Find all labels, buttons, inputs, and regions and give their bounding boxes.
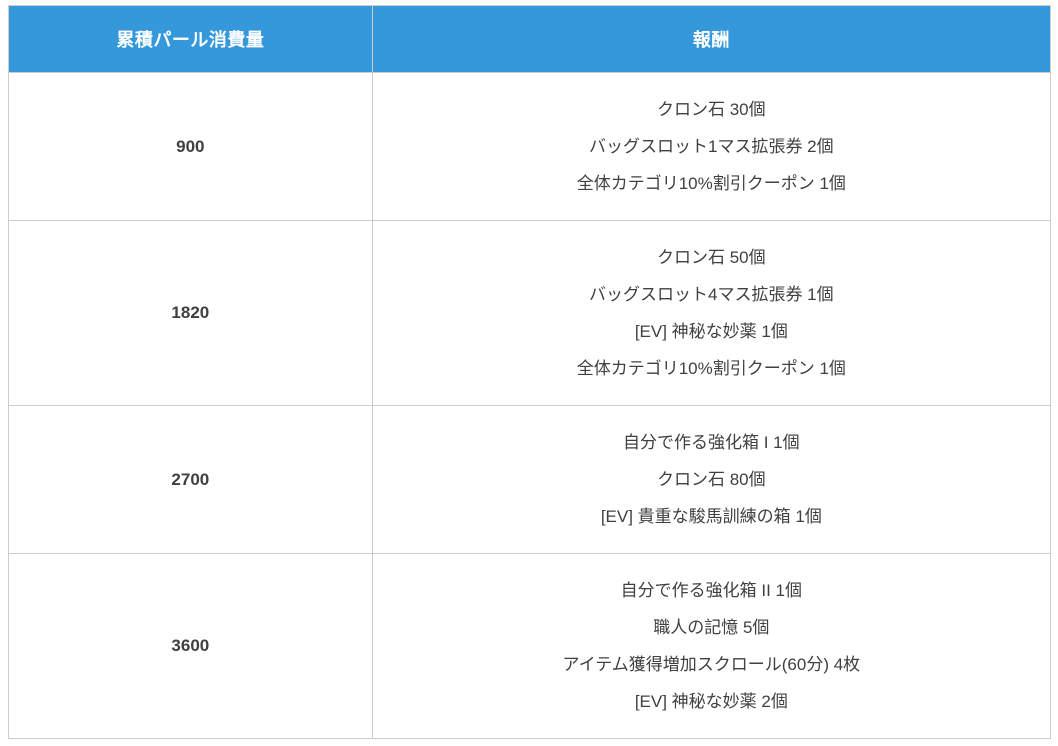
- reward-item: 職人の記憶 5個: [653, 618, 770, 637]
- reward-item: 自分で作る強化箱 II 1個: [620, 581, 802, 600]
- header-cell-pearl-consumption: 累積パール消費量: [8, 5, 373, 73]
- reward-item: アイテム獲得増加スクロール(60分) 4枚: [562, 655, 861, 674]
- reward-item: [EV] 神秘な妙薬 1個: [634, 322, 788, 341]
- table-row: 1820 クロン石 50個バッグスロット4マス拡張券 1個 [EV] 神秘な妙薬 1…: [8, 220, 1052, 406]
- reward-item: 全体カテゴリ10%割引クーポン 1個: [576, 174, 846, 193]
- reward-list: クロン石 50個バッグスロット4マス拡張券 1個 [EV] 神秘な妙薬 1個全体カ…: [371, 220, 1052, 406]
- table-row: 3600 自分で作る強化箱 II 1個 職人の記憶 5個 アイテム獲得増加スクロール(…: [8, 553, 1052, 739]
- reward-item: 全体カテゴリ10%割引クーポン 1個: [576, 359, 846, 378]
- pearl-rewards-table: 累積パール消費量 報酬 900 クロン石 30個 バッグスロット1マス拡張券 2個全…: [8, 5, 1052, 739]
- reward-item: クロン石 80個: [657, 470, 766, 489]
- reward-item: クロン石 30個: [657, 100, 766, 119]
- pearl-amount: 2700: [8, 405, 373, 554]
- reward-item: [EV] 神秘な妙薬 2個: [634, 692, 788, 711]
- reward-list: クロン石 30個バッグスロット1マス拡張券 2個 全体カテゴリ10%割引クーポン …: [371, 72, 1052, 221]
- header-row: 累積パール消費量 報酬: [8, 5, 1052, 73]
- table-row: 2700 自分で作る強化箱 I 1個 クロン石 80個 [EV] 貴重な駿馬訓練の箱 …: [8, 405, 1052, 554]
- reward-item: 自分で作る強化箱 I 1個: [623, 433, 800, 452]
- pearl-amount: 1820: [8, 220, 373, 406]
- reward-list: 自分で作る強化箱 II 1個 職人の記憶 5個アイテム獲得増加スクロール(60分)…: [371, 553, 1052, 739]
- reward-item: クロン石 50個: [657, 248, 766, 267]
- reward-item: バッグスロット4マス拡張券 1個: [589, 285, 834, 304]
- table-body: 900 クロン石 30個 バッグスロット1マス拡張券 2個 全体カテゴリ10%割引クー…: [8, 72, 1052, 739]
- table-header: 累積パール消費量 報酬: [8, 5, 1052, 73]
- reward-item: [EV] 貴重な駿馬訓練の箱 1個: [600, 507, 822, 526]
- reward-list: 自分で作る強化箱 I 1個 クロン石 80個 [EV] 貴重な駿馬訓練の箱 1個: [371, 405, 1052, 554]
- pearl-amount: 3600: [8, 553, 373, 739]
- reward-item: バッグスロット1マス拡張券 2個: [589, 137, 834, 156]
- table-row: 900 クロン石 30個 バッグスロット1マス拡張券 2個 全体カテゴリ10%割引クー…: [8, 72, 1052, 221]
- header-cell-reward: 報酬: [371, 5, 1052, 73]
- pearl-amount: 900: [8, 72, 373, 221]
